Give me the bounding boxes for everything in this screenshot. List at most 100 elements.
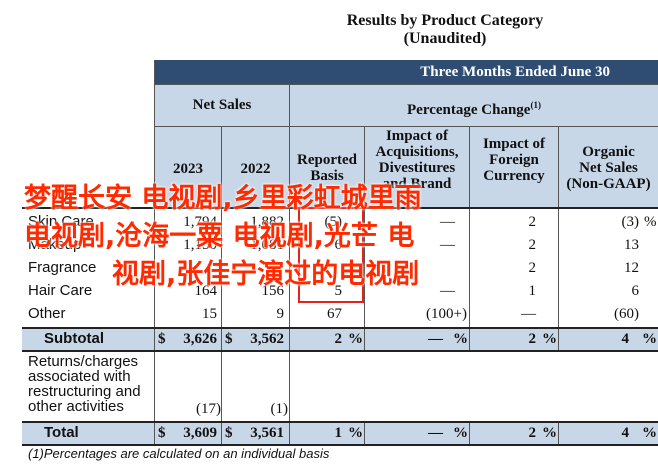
returns-label: Returns/charges associated with restruct… <box>28 354 141 414</box>
cell-reported: 5 <box>334 283 343 299</box>
pct-change-header: Percentage Change(1) <box>290 96 658 119</box>
cell-organic: 12 <box>624 260 639 276</box>
cell-fx: — <box>521 306 536 322</box>
cell-acq: — <box>440 283 455 299</box>
row-label: Hair Care <box>28 282 93 299</box>
cell-fx: 1 <box>528 283 537 299</box>
grid-vline <box>221 126 222 444</box>
subtotal-reported: 2 <box>334 331 343 347</box>
currency-symbol: $ <box>225 331 233 347</box>
col-header-reported-line: Reported <box>297 152 357 168</box>
report-title-line1: Results by Product Category <box>346 12 544 29</box>
cell-reported: 67 <box>327 306 342 322</box>
total-2022: 3,561 <box>250 425 284 441</box>
cell-fx: 2 <box>528 237 537 253</box>
subtotal-acq: — <box>428 331 443 347</box>
col-header-impact-fx-line: Impact of <box>482 136 546 152</box>
grid-vline <box>364 422 365 444</box>
returns-label-line: Returns/charges <box>28 353 139 370</box>
col-header-impact-acq-line: Divestitures <box>378 160 456 176</box>
net-sales-header: Net Sales <box>192 97 252 113</box>
returns-label-line: restructuring and <box>28 383 141 400</box>
pct-change-header-band <box>290 84 658 126</box>
cell-organic: (3) <box>621 214 640 230</box>
grid-vline <box>364 126 365 352</box>
row-label: Other <box>28 305 66 322</box>
subtotal-band <box>22 328 658 350</box>
row-label: Fragrance <box>28 259 97 276</box>
pct-sign: % <box>642 331 657 347</box>
cell-fx: 2 <box>528 260 537 276</box>
grid-hline-bold <box>22 327 658 329</box>
pct-sign: % <box>453 425 468 441</box>
total-organic: 4 <box>621 425 630 441</box>
cell-2023: 1,150 <box>183 237 217 253</box>
report-title-line2: (Unaudited) <box>403 30 487 47</box>
col-header-organic-line: Organic <box>582 144 635 160</box>
pct-sign: % <box>642 425 657 441</box>
cell-acq: (100+) <box>426 306 467 322</box>
cell-reported: 6 <box>334 237 343 253</box>
currency-symbol: $ <box>225 425 233 441</box>
cell-fx: 2 <box>528 214 537 230</box>
subtotal-label: Subtotal <box>44 330 104 347</box>
grid-hline-bold <box>22 444 658 446</box>
grid-vline <box>469 422 470 444</box>
net-sales-header-band <box>155 84 289 126</box>
grid-hline <box>155 84 658 85</box>
cell-reported: (5) <box>324 214 343 230</box>
cell-organic: 13 <box>624 237 639 253</box>
currency-symbol: $ <box>158 425 166 441</box>
cell-organic: (60) <box>614 306 639 322</box>
grid-hline-bold <box>22 421 658 423</box>
cell-2023: 164 <box>194 283 218 299</box>
pct-change-footnote-marker: (1) <box>530 100 541 110</box>
grid-vline <box>558 126 559 352</box>
grid-vline <box>289 84 290 444</box>
pct-change-label: Percentage Change <box>407 102 531 118</box>
subtotal-2023: 3,626 <box>183 331 217 347</box>
col-header-impact-fx-line: Foreign <box>489 152 539 168</box>
cell-2023: 15 <box>202 306 217 322</box>
pct-sign: % <box>542 331 557 347</box>
returns-2023: (17) <box>196 401 221 417</box>
report-title: Results by Product Category (Unaudited) <box>300 12 590 48</box>
grid-vline <box>154 60 155 444</box>
cell-acq: — <box>440 237 455 253</box>
pct-sign: % <box>542 425 557 441</box>
col-header-impact-acq-line: Acquisitions, <box>375 144 459 160</box>
col-header-reported: Reported Basis <box>290 152 364 184</box>
cell-2022: 156 <box>261 283 285 299</box>
total-fx: 2 <box>528 425 537 441</box>
currency-symbol: $ <box>158 331 166 347</box>
row-label: Skin Care <box>28 213 94 230</box>
col-header-impact-fx: Impact of Foreign Currency <box>470 136 558 184</box>
col-header-organic-line: Net Sales <box>579 160 638 176</box>
pct-sign: % <box>348 425 363 441</box>
overlay-text-line: 电视剧,沧海一粟 电视剧,光芒 电 <box>24 221 415 252</box>
col-header-impact-acq-line: Impact of <box>385 128 449 144</box>
grid-vline <box>558 422 559 444</box>
row-label: Makeup <box>28 236 82 253</box>
subtotal-organic: 4 <box>621 331 630 347</box>
grid-hline <box>155 126 658 127</box>
col-headers-band <box>155 126 658 208</box>
col-header-organic-line: (Non-GAAP) <box>566 176 651 192</box>
subtotal-fx: 2 <box>528 331 537 347</box>
returns-2022: (1) <box>270 401 289 417</box>
total-2023: 3,609 <box>183 425 217 441</box>
total-acq: — <box>428 425 443 441</box>
period-header: Three Months Ended June 30 <box>155 60 658 84</box>
footnote: (1)Percentages are calculated on an indi… <box>28 446 330 461</box>
pct-sign: % <box>453 331 468 347</box>
grid-vline <box>469 126 470 352</box>
returns-label-line: other activities <box>28 398 124 415</box>
total-reported: 1 <box>334 425 343 441</box>
cell-2023: 1,794 <box>183 214 217 230</box>
pct-sign: % <box>644 214 657 230</box>
subtotal-2022: 3,562 <box>250 331 284 347</box>
col-header-2023: 2023 <box>173 161 203 177</box>
highlight-box <box>298 207 364 303</box>
total-label: Total <box>44 424 79 441</box>
total-band <box>22 422 658 444</box>
